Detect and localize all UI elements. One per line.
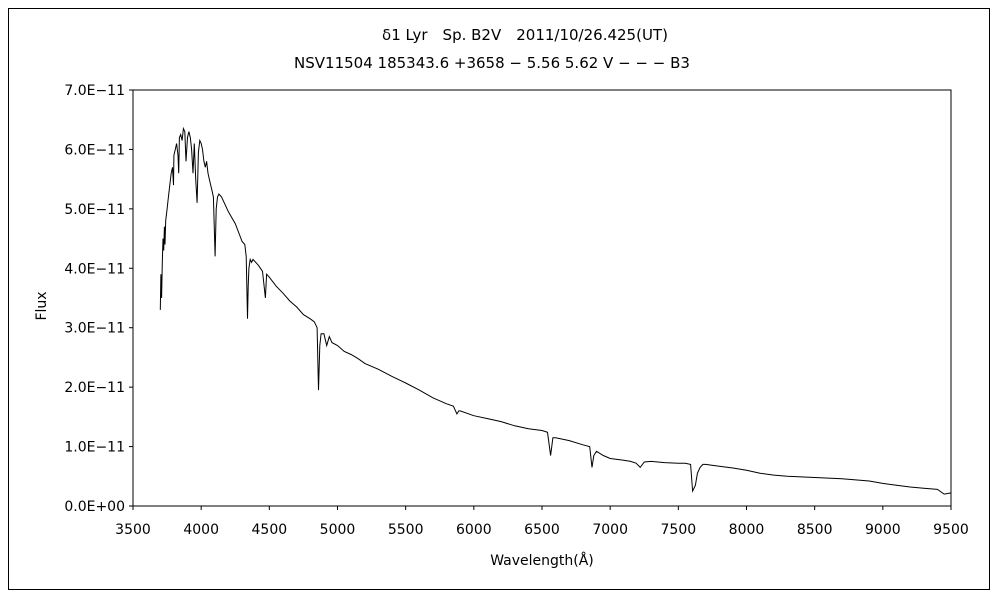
x-tick-label: 9000 [865,522,901,538]
x-axis-title: Wavelength(Å) [490,552,594,569]
x-tick-label: 7500 [661,522,697,538]
x-tick-label: 5500 [388,522,424,538]
x-tick-label: 7000 [592,522,628,538]
chart-frame [8,8,990,590]
y-axis: 0.0E+00 1.0E−11 2.0E−11 3.0E−11 4.0E−11 5.0E−… [64,83,133,515]
y-tick-label: 5.0E−11 [64,202,125,218]
x-tick-label: 6500 [524,522,560,538]
y-tick-label: 3.0E−11 [64,321,125,337]
flux-series-line [159,126,952,495]
x-tick-label: 4000 [183,522,219,538]
x-tick-label: 4500 [252,522,288,538]
y-tick-label: 7.0E−11 [64,83,125,99]
y-tick-label: 1.0E−11 [64,440,125,456]
chart-subtitle: NSV11504 185343.6 +3658 − 5.56 5.62 V − … [294,54,690,72]
y-tick-label: 6.0E−11 [64,142,125,158]
x-tick-label: 6000 [456,522,492,538]
x-tick-label: 3500 [115,522,151,538]
x-tick-label: 8500 [797,522,833,538]
y-tick-label: 4.0E−11 [64,261,125,277]
x-tick-label: 5000 [320,522,356,538]
y-axis-title: Flux [34,291,50,320]
plot-area [132,89,952,507]
y-tick-label: 0.0E+00 [64,499,125,515]
x-tick-label: 9500 [933,522,969,538]
x-tick-label: 8000 [729,522,765,538]
x-axis: 3500 4000 4500 5000 5500 6000 6500 7000 7500 8000… [115,506,969,538]
y-tick-label: 2.0E−11 [64,380,125,396]
chart-title: δ1 Lyr Sp. B2V 2011/10/26.425(UT) [382,26,668,44]
